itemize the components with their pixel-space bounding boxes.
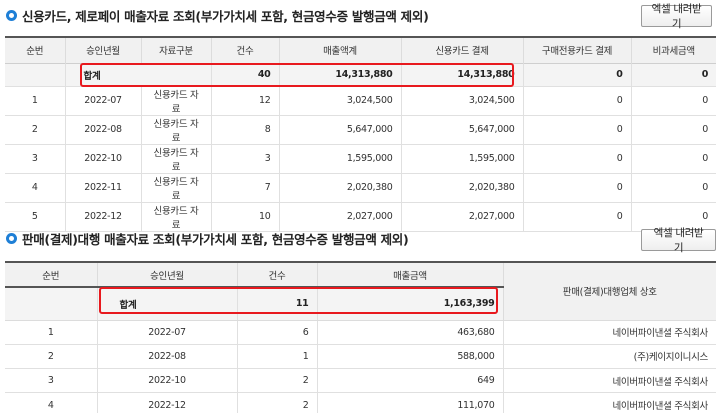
total-row: 합계 11 1,163,399: [5, 287, 716, 321]
table-row: 3 2022-10 신용카드 자료 3 1,595,000 1,595,000 …: [5, 144, 716, 174]
total-sales: 14,313,880: [278, 63, 401, 87]
table-row: 2 2022-08 신용카드 자료 8 5,647,000 5,647,000 …: [5, 115, 716, 145]
table-row: 3 2022-10 2 649 네이버파이낸셜 주식회사: [5, 368, 716, 394]
col-header-no: 순번: [5, 262, 97, 287]
section2-excel-download-button[interactable]: 엑셀 내려받기: [641, 227, 716, 254]
col-header-month: 승인년월: [64, 37, 141, 63]
table-row: 4 2022-12 2 111,070 네이버파이낸셜 주식회사: [5, 392, 716, 413]
col-header-vendor: 판매(결제)대행업체 상호: [502, 262, 716, 321]
total-card: 14,313,880: [400, 63, 523, 87]
col-header-type: 자료구분: [140, 37, 211, 63]
col-header-count: 건수: [210, 37, 279, 63]
col-header-count: 건수: [236, 262, 317, 287]
table-header-row: 순번 승인년월 자료구분 건수 매출액계 신용카드 결제 구매전용카드 결제 비…: [5, 37, 716, 63]
table-row: 4 2022-11 신용카드 자료 7 2,020,380 2,020,380 …: [5, 173, 716, 203]
col-header-sales: 매출금액: [316, 262, 503, 287]
col-header-purchase-card: 구매전용카드 결제: [522, 37, 631, 63]
section1-excel-download-button[interactable]: 엑셀 내려받기: [641, 3, 712, 30]
table-header-row: 순번 승인년월 건수 매출금액 판매(결제)대행업체 상호: [5, 262, 716, 321]
col-header-card: 신용카드 결제: [400, 37, 523, 63]
col-header-no: 순번: [5, 37, 65, 63]
total-count: 40: [210, 63, 279, 87]
total-taxfree: 0: [630, 63, 716, 87]
table-row: 1 2022-07 6 463,680 네이버파이낸셜 주식회사: [5, 320, 716, 345]
credit-card-sales-table: 순번 승인년월 자료구분 건수 매출액계 신용카드 결제 구매전용카드 결제 비…: [5, 36, 716, 232]
total-sales: 1,163,399: [316, 287, 503, 321]
bullet-icon: [6, 233, 17, 244]
section2-title-text: 판매(결제)대행 매출자료 조회(부가가치세 포함, 현금영수증 발행금액 제외…: [22, 232, 409, 247]
col-header-sales: 매출액계: [278, 37, 401, 63]
col-header-month: 승인년월: [96, 262, 237, 287]
section2-title: 판매(결제)대행 매출자료 조회(부가가치세 포함, 현금영수증 발행금액 제외…: [6, 229, 409, 248]
total-count: 11: [236, 287, 317, 321]
table-row: 1 2022-07 신용카드 자료 12 3,024,500 3,024,500…: [5, 86, 716, 116]
table-row: 5 2022-12 신용카드 자료 10 2,027,000 2,027,000…: [5, 202, 716, 232]
col-header-taxfree: 비과세금액: [630, 37, 716, 63]
total-label: 합계: [96, 287, 237, 321]
section1-title-text: 신용카드, 제로페이 매출자료 조회(부가가치세 포함, 현금영수증 발행금액 …: [22, 9, 429, 24]
total-label: 합계: [64, 63, 211, 87]
bullet-icon: [6, 10, 17, 21]
total-row: 합계 40 14,313,880 14,313,880 0 0: [5, 63, 716, 87]
total-purchase: 0: [522, 63, 631, 87]
table-row: 2 2022-08 1 588,000 (주)케이지이니시스: [5, 344, 716, 370]
section1-title: 신용카드, 제로페이 매출자료 조회(부가가치세 포함, 현금영수증 발행금액 …: [6, 6, 429, 25]
agency-sales-table: 순번 승인년월 건수 매출금액 판매(결제)대행업체 상호 합계 11 1,16…: [5, 261, 716, 413]
